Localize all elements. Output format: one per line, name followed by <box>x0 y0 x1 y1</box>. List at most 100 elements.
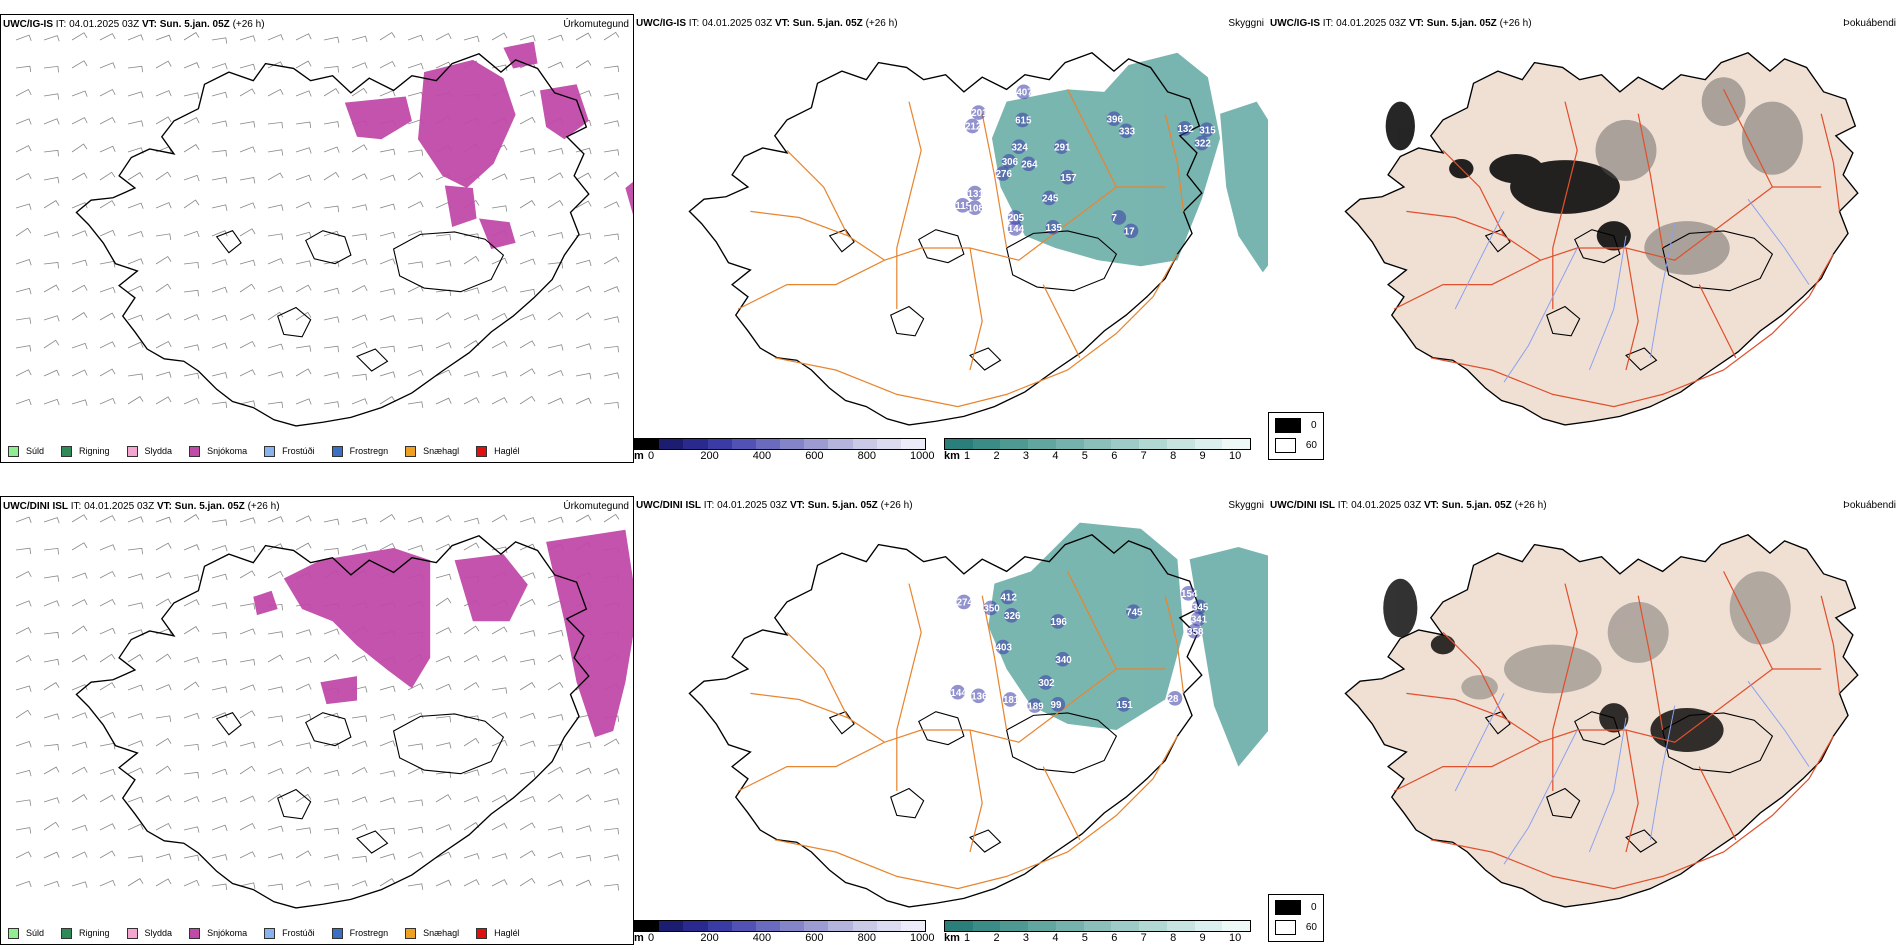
panel-title: Úrkomutegund <box>563 19 629 30</box>
elevation-blob <box>1106 111 1122 126</box>
colorbar-strip <box>634 920 926 932</box>
wind-barb <box>351 517 368 525</box>
colorbar-unit: m <box>634 450 644 462</box>
wind-barb <box>127 172 144 181</box>
wind-barb <box>267 883 284 891</box>
legend-label: Snæhagl <box>423 446 460 456</box>
river-line <box>1747 198 1810 285</box>
wind-barb <box>351 284 368 293</box>
wind-barb <box>491 546 508 553</box>
wind-barb <box>127 396 144 405</box>
wind-barb <box>99 397 116 405</box>
road-line <box>1723 89 1773 188</box>
wind-barb <box>43 880 60 888</box>
elevation-blob <box>1002 692 1018 707</box>
wind-barb <box>323 345 339 353</box>
wind-barb <box>463 737 480 747</box>
legend-swatch <box>8 927 19 939</box>
wind-barb <box>155 878 172 887</box>
wind-barb <box>519 148 536 155</box>
wind-barb <box>211 401 228 409</box>
wind-barb <box>211 230 228 237</box>
road-line <box>981 595 1008 731</box>
wind-barb <box>547 397 564 405</box>
wind-barb <box>127 654 144 663</box>
wind-barb <box>155 396 172 405</box>
elevation-blob <box>1190 611 1206 627</box>
elevation-blob <box>967 185 983 201</box>
wind-barb <box>351 715 368 722</box>
wind-barb <box>351 398 368 405</box>
wind-barb <box>491 712 508 719</box>
wind-barb <box>43 35 60 42</box>
legend-swatch <box>405 445 417 457</box>
colorbar-strip <box>634 438 926 450</box>
wind-barb <box>99 653 116 663</box>
wind-barb <box>379 740 396 747</box>
panel-title: Þokuábendi <box>1843 500 1896 511</box>
legend-swatch <box>476 445 488 457</box>
wind-barb <box>183 681 200 691</box>
wind-barb <box>71 572 88 579</box>
fog-legend: 0 60 <box>1268 894 1324 942</box>
colorbar-tick: 1 <box>964 450 971 462</box>
wind-barb <box>379 878 396 887</box>
wind-barb <box>15 769 32 777</box>
wind-barb <box>463 371 480 378</box>
wind-barb <box>211 62 228 70</box>
wind-barb <box>239 882 256 889</box>
elevation-blob <box>1177 121 1193 136</box>
wind-barb <box>519 288 536 296</box>
wind-barb <box>71 143 88 153</box>
wind-barb <box>183 544 200 551</box>
wind-barb <box>127 230 144 238</box>
elevation-blob <box>1199 122 1214 137</box>
wind-barb <box>211 854 228 861</box>
wind-barb <box>323 401 340 408</box>
wind-barb <box>603 256 620 265</box>
wind-barb <box>15 627 32 635</box>
wind-barb <box>43 65 59 73</box>
legend-item: Snjókoma <box>189 445 247 457</box>
fog-legend-swatch <box>1275 920 1296 935</box>
wind-barb <box>407 851 424 859</box>
wind-barb <box>127 796 144 803</box>
elevation-label: 7 <box>1112 213 1117 224</box>
elevation-blob <box>1126 604 1141 619</box>
elevation-label: 333 <box>1119 127 1136 138</box>
wind-barb <box>379 31 396 41</box>
wind-barb <box>519 116 536 125</box>
wind-barb <box>239 177 256 184</box>
elevation-label: 135 <box>1046 223 1063 234</box>
elevation-blob <box>1007 221 1023 236</box>
wind-barb <box>155 233 172 240</box>
wind-barb <box>15 398 32 406</box>
wind-barb <box>15 709 32 719</box>
colorbar-unit: m <box>634 932 644 944</box>
wind-barb <box>183 174 200 182</box>
wind-barb <box>575 32 592 41</box>
wind-barb <box>379 90 396 97</box>
wind-barb <box>351 87 368 97</box>
legend-label: Slydda <box>144 446 173 456</box>
wind-barb <box>463 853 480 860</box>
wind-barb <box>435 260 452 267</box>
wind-barb <box>239 741 256 749</box>
wind-barb <box>435 851 452 859</box>
wind-barb <box>43 93 60 100</box>
wind-barb <box>71 60 88 69</box>
wind-barb <box>15 258 32 266</box>
wind-barb <box>127 767 144 775</box>
wind-barb <box>379 797 396 804</box>
elevation-blob <box>995 639 1011 655</box>
wind-barb <box>99 33 116 41</box>
wind-barb <box>267 793 284 803</box>
panel-title: Skyggni <box>1228 500 1264 511</box>
wind-barb <box>435 655 452 663</box>
wind-barb <box>239 545 256 553</box>
wind-barb <box>15 654 32 663</box>
wind-barb <box>71 312 88 321</box>
wind-barb <box>491 285 508 293</box>
wind-barb <box>43 200 60 209</box>
wind-barb <box>267 149 284 156</box>
